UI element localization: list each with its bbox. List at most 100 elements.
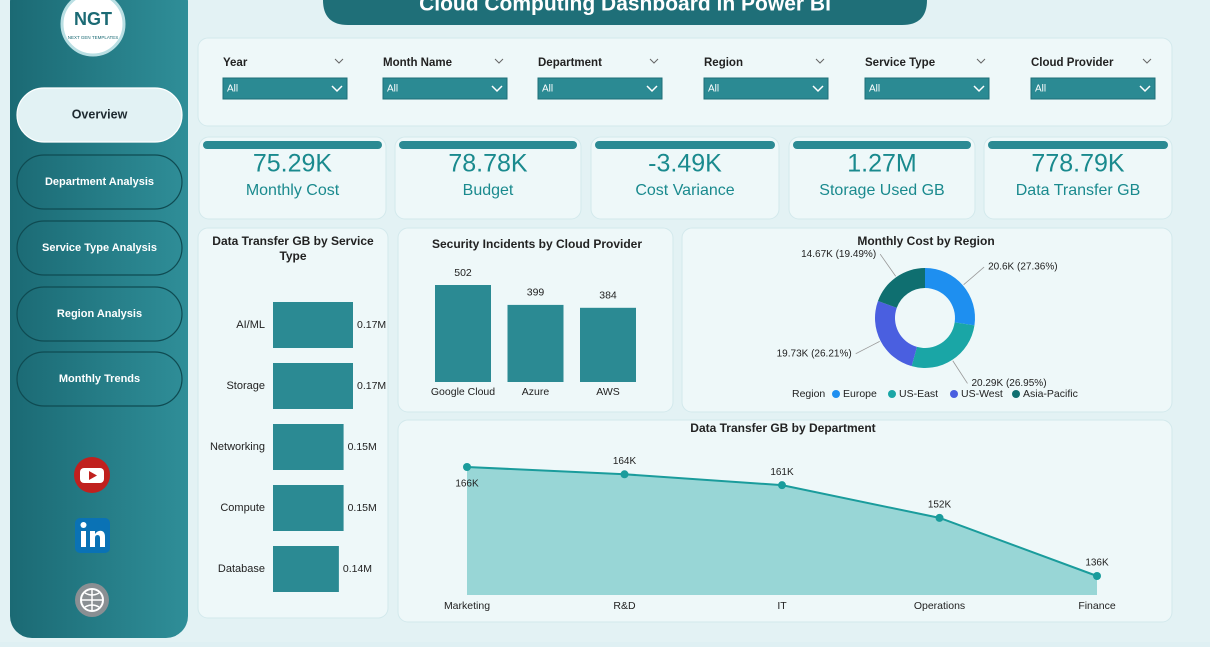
filter-dropdown[interactable] — [222, 77, 348, 100]
filter-dropdown[interactable] — [382, 77, 508, 100]
filter-chevron — [649, 58, 659, 64]
nav-button[interactable] — [16, 87, 183, 143]
filter-label: Region — [704, 57, 743, 69]
category-label: AI/ML — [236, 319, 265, 331]
category-label: Networking — [210, 441, 265, 453]
category-label: R&D — [613, 600, 636, 612]
logo-text: NGT — [74, 9, 112, 29]
value-label: 0.14M — [343, 563, 372, 575]
point — [935, 513, 944, 522]
title-banner — [323, 0, 927, 25]
filter-label: Department — [538, 57, 602, 69]
legend-label[interactable]: Europe — [843, 388, 877, 400]
category-label: Marketing — [444, 600, 490, 612]
point — [620, 470, 629, 479]
value-label: 136K — [1085, 558, 1109, 569]
kpi-strip — [399, 141, 577, 149]
value-label: 399 — [527, 287, 545, 299]
filter-value: All — [869, 84, 880, 95]
value-label: 161K — [770, 467, 794, 478]
bar — [507, 304, 564, 382]
legend-label[interactable]: Asia-Pacific — [1023, 388, 1078, 400]
point — [778, 481, 786, 490]
donut-slice — [925, 268, 975, 326]
nav-button[interactable] — [16, 351, 183, 407]
filter-label: Service Type — [865, 57, 935, 69]
category-label: Google Cloud — [431, 386, 495, 398]
filter-dropdown[interactable] — [703, 77, 829, 100]
legend-label[interactable]: US-East — [899, 388, 938, 400]
dropdown-arrow — [646, 85, 658, 93]
legend-marker — [832, 390, 840, 398]
filter-label: Month Name — [383, 57, 452, 69]
category-label: IT — [777, 600, 787, 612]
kpi-label: Budget — [463, 182, 514, 199]
bar — [435, 285, 491, 382]
logo-sub: NEXT GEN TEMPLATES — [68, 35, 119, 40]
category-label: Compute — [220, 502, 265, 514]
leader-line — [879, 253, 897, 277]
kpi-card — [198, 136, 387, 220]
category-label: AWS — [596, 386, 620, 398]
value-label: 502 — [454, 267, 472, 279]
nav-label: Overview — [72, 107, 128, 121]
dropdown-arrow — [331, 85, 343, 93]
kpi-strip — [988, 141, 1168, 149]
linkedin-icon-dot — [80, 522, 87, 528]
dropdown-arrow — [1139, 85, 1151, 93]
legend-marker — [888, 390, 896, 398]
point — [463, 463, 471, 471]
legend-marker — [950, 390, 958, 398]
donut-slice — [877, 267, 925, 308]
filter-dropdown[interactable] — [864, 77, 990, 100]
kpi-value: 75.29K — [253, 150, 333, 178]
dropdown-arrow — [491, 85, 503, 93]
value-label: 0.17M — [357, 319, 386, 331]
panel-title: Data Transfer GB by Department — [690, 421, 875, 435]
filter-value: All — [1035, 84, 1046, 95]
kpi-label: Monthly Cost — [246, 182, 340, 199]
filter-value: All — [542, 84, 553, 95]
nav-button[interactable] — [16, 154, 183, 210]
filter-chevron — [976, 58, 986, 64]
panel-title: Data Transfer GB by Service Type — [212, 234, 374, 263]
filter-dropdown[interactable] — [1030, 77, 1156, 100]
category-label: Operations — [914, 600, 965, 612]
donut-slice — [874, 301, 917, 367]
legend-marker — [1012, 390, 1020, 398]
filter-chevron — [334, 58, 344, 64]
leader-line — [855, 341, 880, 355]
filter-value: All — [708, 84, 719, 95]
value-label: 384 — [599, 290, 617, 302]
kpi-strip — [595, 141, 775, 149]
youtube-icon-play — [89, 471, 97, 480]
filter-label: Year — [223, 57, 248, 69]
slice-label: 14.67K (19.49%) — [801, 249, 876, 260]
page-title: Cloud Computing Dashboard in Power BI — [419, 0, 831, 16]
nav-button[interactable] — [16, 220, 183, 276]
bar — [273, 485, 344, 531]
filter-chevron — [494, 58, 504, 64]
filter-chevron — [815, 58, 825, 64]
value-label: 164K — [613, 456, 637, 467]
panel-title: Monthly Cost by Region — [857, 234, 994, 248]
bar — [273, 546, 339, 592]
legend-label[interactable]: US-West — [961, 388, 1003, 400]
kpi-value: -3.49K — [648, 150, 722, 178]
nav-button[interactable] — [16, 286, 183, 342]
chart-panel — [681, 227, 1173, 413]
bar — [273, 424, 344, 470]
category-label: Azure — [522, 386, 550, 398]
leader-line — [952, 360, 968, 384]
kpi-label: Storage Used GB — [819, 182, 944, 199]
nav-label: Monthly Trends — [59, 373, 140, 385]
slice-label: 20.29K (26.95%) — [971, 378, 1046, 389]
kpi-value: 78.78K — [448, 150, 528, 178]
kpi-label: Data Transfer GB — [1016, 182, 1141, 199]
kpi-value: 778.79K — [1031, 150, 1124, 178]
kpi-strip — [793, 141, 971, 149]
kpi-card — [394, 136, 582, 220]
filter-dropdown[interactable] — [537, 77, 663, 100]
point — [1093, 572, 1101, 580]
dropdown-arrow — [812, 85, 824, 93]
